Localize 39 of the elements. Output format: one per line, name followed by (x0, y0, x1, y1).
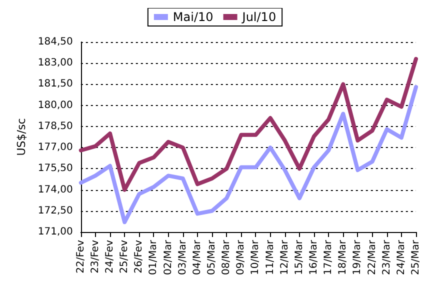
y-tick-label: 177,00 (38, 142, 73, 154)
x-tick-label: 16/Mar (308, 239, 320, 275)
x-tick-label: 03/Mar (177, 239, 188, 275)
x-tick-label: 24/Fev (104, 240, 116, 274)
x-tick-label: 01/Mar (148, 239, 160, 275)
y-tick-label: 171,00 (38, 226, 73, 238)
line-series (78, 85, 418, 224)
legend-label: Mai/10 (172, 10, 214, 24)
x-tick-label: 09/Mar (236, 239, 247, 275)
x-tick-label: 04/Mar (192, 239, 203, 275)
x-tick-label: 19/Mar (352, 239, 364, 275)
y-tick-label: 174,00 (38, 184, 73, 196)
x-tick-label: 26/Fev (134, 240, 145, 274)
x-tick-label: 23/Mar (381, 239, 392, 275)
x-tick-label: 18/Mar (338, 239, 349, 275)
x-tick-label: 12/Mar (279, 239, 290, 275)
y-tick-label: 172,50 (38, 205, 73, 216)
x-tick-label: 24/Mar (396, 239, 407, 275)
x-tick-label: 08/Mar (221, 239, 232, 275)
x-tick-label: 22/Fev (75, 240, 86, 274)
x-tick-label: 15/Mar (294, 239, 305, 275)
x-tick-label: 25/Fev (119, 240, 130, 274)
x-tick-label: 17/Mar (323, 239, 334, 275)
y-tick-label: 180,00 (38, 100, 73, 111)
legend-label: Jul/10 (241, 10, 276, 24)
y-tick-label: 178,50 (38, 120, 73, 132)
x-tick-label: 23/Fev (90, 240, 101, 274)
y-tick-label: 184,50 (38, 36, 73, 48)
y-tick-label: 181,50 (38, 78, 73, 90)
x-tick-label: 11/Mar (264, 239, 276, 275)
y-axis-title: US$/sc (15, 118, 28, 156)
x-tick-label: 10/Mar (250, 239, 262, 275)
x-tick-label: 22/Mar (366, 239, 378, 275)
x-tick-label: 02/Mar (162, 239, 174, 275)
line-series (78, 56, 418, 192)
x-tick-label: 25/Mar (410, 239, 422, 275)
y-tick-label: 175,50 (38, 163, 73, 174)
y-tick-label: 183,00 (38, 58, 73, 69)
x-tick-label: 05/Mar (206, 239, 218, 275)
